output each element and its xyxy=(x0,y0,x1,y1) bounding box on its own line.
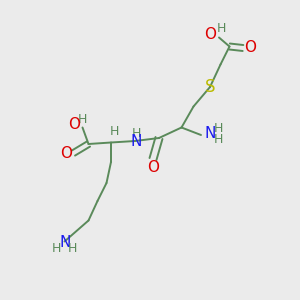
Text: H: H xyxy=(68,242,78,256)
Text: H: H xyxy=(132,127,141,140)
Text: O: O xyxy=(244,40,256,56)
Text: S: S xyxy=(205,78,215,96)
Text: O: O xyxy=(147,160,159,175)
Text: N: N xyxy=(59,235,71,250)
Text: H: H xyxy=(214,122,223,136)
Text: O: O xyxy=(60,146,72,160)
Text: H: H xyxy=(51,242,61,256)
Text: O: O xyxy=(68,117,80,132)
Text: H: H xyxy=(214,133,223,146)
Text: N: N xyxy=(204,126,216,141)
Text: O: O xyxy=(205,27,217,42)
Text: H: H xyxy=(109,125,119,139)
Text: N: N xyxy=(131,134,142,148)
Text: H: H xyxy=(217,22,226,35)
Text: H: H xyxy=(78,112,87,126)
